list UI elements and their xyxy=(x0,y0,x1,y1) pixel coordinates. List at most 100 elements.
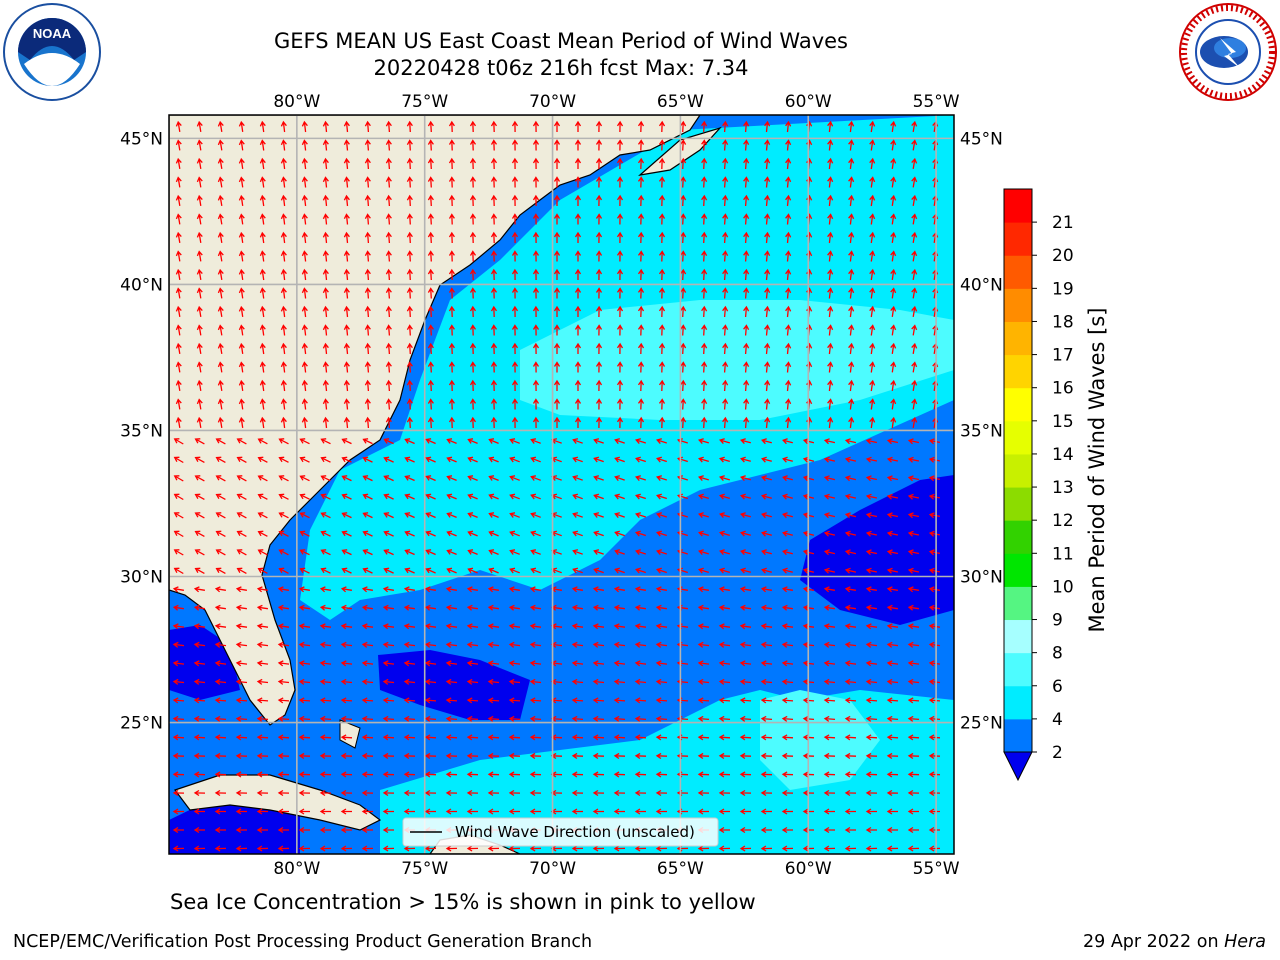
wave-direction-arrow xyxy=(743,157,750,170)
wave-direction-arrow xyxy=(764,305,771,318)
wave-direction-arrow xyxy=(427,361,434,373)
wave-direction-arrow xyxy=(722,398,729,410)
wave-direction-arrow xyxy=(298,715,311,722)
wave-direction-arrow xyxy=(656,567,667,574)
wave-direction-arrow xyxy=(532,250,540,262)
wave-direction-arrow xyxy=(298,678,311,685)
wave-direction-arrow xyxy=(343,157,350,170)
wave-direction-arrow xyxy=(655,697,668,704)
wave-direction-arrow xyxy=(446,493,457,500)
wave-direction-arrow xyxy=(385,250,392,262)
period-below-2-zone-caribbean xyxy=(169,800,300,854)
wave-direction-arrow xyxy=(595,287,603,299)
wave-direction-arrow xyxy=(722,213,729,225)
wave-direction-arrow xyxy=(719,512,730,519)
wave-direction-arrow xyxy=(827,176,834,188)
wave-direction-arrow xyxy=(469,250,477,262)
wave-direction-arrow xyxy=(613,623,626,630)
wave-direction-arrow xyxy=(277,678,290,685)
wave-direction-arrow xyxy=(511,194,519,207)
wave-direction-arrow xyxy=(257,512,268,519)
wave-direction-arrow xyxy=(743,398,750,410)
wave-direction-arrow xyxy=(532,139,540,151)
wave-direction-arrow xyxy=(764,416,771,429)
wave-direction-arrow xyxy=(827,194,834,207)
wave-direction-arrow xyxy=(572,475,583,481)
wave-direction-arrow xyxy=(257,530,268,537)
colorbar-tick-label: 16 xyxy=(1052,379,1074,399)
wave-direction-arrow xyxy=(680,416,687,429)
wave-direction-arrow xyxy=(424,771,437,778)
wave-direction-arrow xyxy=(301,287,308,299)
wave-direction-arrow xyxy=(532,416,540,429)
wave-direction-arrow xyxy=(403,641,416,648)
wave-direction-arrow xyxy=(299,549,310,556)
wave-direction-arrow xyxy=(466,641,479,648)
lat-tick-label: 40°N xyxy=(120,275,163,295)
wave-direction-arrow xyxy=(385,324,392,336)
wave-direction-arrow xyxy=(907,845,920,852)
wave-direction-arrow xyxy=(616,324,624,336)
wave-direction-arrow xyxy=(848,250,855,262)
wave-direction-arrow xyxy=(446,456,457,463)
wave-direction-arrow xyxy=(613,586,626,593)
wave-direction-arrow xyxy=(256,826,268,834)
wave-direction-arrow xyxy=(490,398,498,410)
wave-direction-arrow xyxy=(701,416,708,429)
colorbar-segment xyxy=(1004,553,1032,587)
wave-direction-arrow xyxy=(364,324,371,336)
wave-direction-arrow xyxy=(238,194,245,206)
wave-direction-arrow xyxy=(383,530,394,537)
wave-direction-arrow xyxy=(907,475,920,482)
wave-direction-arrow xyxy=(214,604,226,611)
wave-direction-arrow xyxy=(928,734,941,741)
lat-tick-label: 25°N xyxy=(120,714,163,734)
lat-tick-label: 35°N xyxy=(120,421,163,441)
wave-direction-arrow xyxy=(235,771,248,778)
wave-direction-arrow xyxy=(466,808,478,815)
wave-direction-arrow xyxy=(277,715,290,722)
wave-direction-arrow xyxy=(508,715,521,722)
wave-direction-arrow xyxy=(718,789,731,797)
wave-direction-arrow xyxy=(743,176,750,188)
wave-direction-arrow xyxy=(532,361,540,373)
wave-direction-arrow xyxy=(301,416,308,429)
wave-direction-arrow xyxy=(383,567,394,574)
wave-direction-arrow xyxy=(259,287,266,299)
wave-direction-arrow xyxy=(928,845,941,852)
colorbar-tick-label: 8 xyxy=(1052,644,1063,664)
wave-direction-arrow xyxy=(214,845,227,852)
wave-direction-arrow xyxy=(823,697,836,704)
wave-direction-arrow xyxy=(698,512,709,519)
wave-direction-arrow xyxy=(490,139,498,151)
wave-direction-arrow xyxy=(217,213,224,225)
wave-direction-arrow xyxy=(722,231,729,244)
wave-direction-arrow xyxy=(385,379,392,392)
wave-direction-arrow xyxy=(595,139,603,151)
wave-direction-arrow xyxy=(448,305,455,318)
wave-direction-arrow xyxy=(698,493,709,500)
wave-direction-arrow xyxy=(595,324,603,336)
wave-direction-arrow xyxy=(637,231,645,244)
wave-direction-arrow xyxy=(215,512,226,519)
wave-direction-arrow xyxy=(256,586,269,593)
wave-direction-arrow xyxy=(635,475,646,482)
wave-direction-arrow xyxy=(362,512,373,519)
wave-direction-arrow xyxy=(319,789,332,797)
wave-direction-arrow xyxy=(844,845,857,852)
wave-direction-arrow xyxy=(740,567,751,574)
wave-direction-arrow xyxy=(340,752,353,760)
wave-direction-arrow xyxy=(844,789,857,797)
wave-direction-arrow xyxy=(280,324,287,336)
wave-direction-arrow xyxy=(658,342,666,355)
wave-direction-arrow xyxy=(574,268,582,280)
lat-tick-label: 35°N xyxy=(960,421,1003,441)
wave-direction-arrow xyxy=(361,826,373,834)
wave-direction-arrow xyxy=(362,493,373,500)
wave-direction-arrow xyxy=(364,361,371,373)
wave-direction-arrow xyxy=(886,623,899,630)
wave-direction-arrow xyxy=(469,139,477,151)
wave-direction-arrow xyxy=(173,512,184,519)
wave-direction-arrow xyxy=(361,715,374,722)
footer-branch: NCEP/EMC/Verification Post Processing Pr… xyxy=(13,932,593,952)
